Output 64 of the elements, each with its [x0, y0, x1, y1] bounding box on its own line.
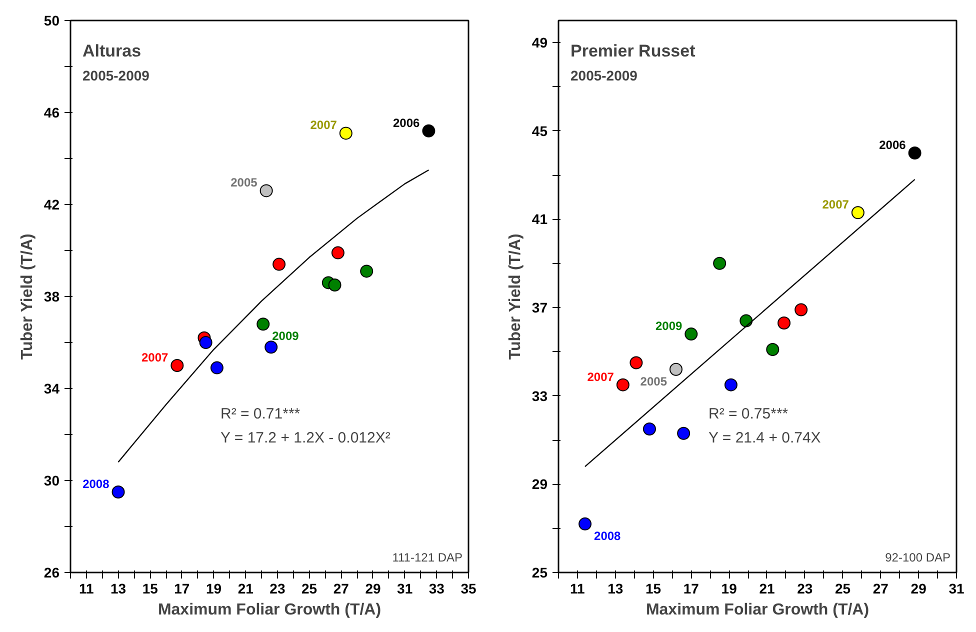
x-tick-label: 35: [460, 580, 476, 596]
annotation: 111-121 DAP: [392, 550, 462, 564]
x-axis-title: Maximum Foliar Growth (T/A): [158, 602, 382, 618]
x-tick-label: 33: [428, 580, 445, 596]
series-label: 2009: [272, 329, 300, 344]
x-tick-label: 15: [142, 580, 158, 596]
y-tick-label: 33: [532, 388, 548, 404]
x-tick-label: 31: [948, 580, 964, 596]
x-tick-label: 23: [270, 580, 286, 596]
x-tick-label: 25: [835, 580, 851, 596]
x-tick-label: 13: [110, 580, 126, 596]
x-tick-label: 27: [872, 580, 889, 596]
series-label: 2007: [310, 118, 338, 132]
series-label: 2005: [640, 374, 668, 388]
x-tick-label: 19: [721, 580, 738, 596]
x-tick-label: 17: [174, 580, 190, 596]
series-label: 2006: [879, 138, 906, 152]
y-tick-label: 42: [44, 196, 60, 212]
x-tick-label: 17: [683, 580, 700, 596]
x-tick-label: 11: [79, 580, 94, 596]
y-tick-label: 45: [532, 122, 548, 139]
x-tick-label: 21: [759, 580, 775, 596]
x-tick-label: 29: [910, 580, 927, 596]
x-tick-label: 19: [206, 580, 222, 596]
annotation: 92-100 DAP: [885, 550, 950, 564]
y-tick-label: 30: [44, 472, 60, 488]
annotation: R² = 0.75***: [708, 406, 788, 422]
text: Alturas: [82, 42, 142, 60]
x-tick-label: 11: [570, 580, 586, 596]
series-label: 2007: [822, 198, 850, 212]
series-label: 2007: [587, 370, 614, 384]
y-tick-label: 26: [44, 564, 60, 580]
y-axis-title: Tuber Yield (T/A): [506, 234, 524, 360]
series-label: 2006: [393, 116, 420, 130]
y-tick-label: 49: [532, 34, 548, 51]
series-label: 2005: [230, 176, 258, 190]
series-label: 2008: [594, 528, 622, 543]
annotation: Y = 21.4 + 0.74X: [708, 430, 821, 446]
annotation: Y = 17.2 + 1.2X - 0.012X²: [220, 430, 390, 446]
x-tick-label: 21: [238, 580, 254, 596]
text: Premier Russet: [570, 42, 696, 60]
y-axis-title: Tuber Yield (T/A): [18, 234, 36, 360]
x-tick-label: 13: [608, 580, 624, 596]
y-tick-label: 29: [532, 476, 548, 492]
y-tick-label: 46: [44, 104, 60, 120]
y-tick-label: 25: [532, 564, 548, 580]
legend-label: 2008: [82, 477, 110, 491]
x-tick-label: 29: [365, 580, 381, 596]
x-tick-label: 31: [397, 580, 413, 596]
y-tick-label: 37: [532, 300, 548, 316]
text: 2005-2009: [82, 68, 150, 84]
y-tick-label: 50: [44, 12, 60, 28]
series-label: 2007: [141, 350, 168, 364]
x-axis-title: Maximum Foliar Growth (T/A): [646, 602, 870, 618]
y-tick-label: 41: [532, 211, 548, 228]
series-label: 2009: [655, 319, 682, 334]
x-tick-label: 25: [302, 580, 318, 596]
annotation: R² = 0.71***: [220, 406, 300, 422]
y-tick-label: 34: [44, 380, 60, 396]
x-tick-label: 23: [797, 580, 813, 596]
x-tick-label: 27: [333, 580, 350, 596]
x-tick-label: 15: [645, 580, 662, 596]
text: 2005-2009: [570, 68, 638, 84]
y-tick-label: 38: [44, 288, 60, 304]
